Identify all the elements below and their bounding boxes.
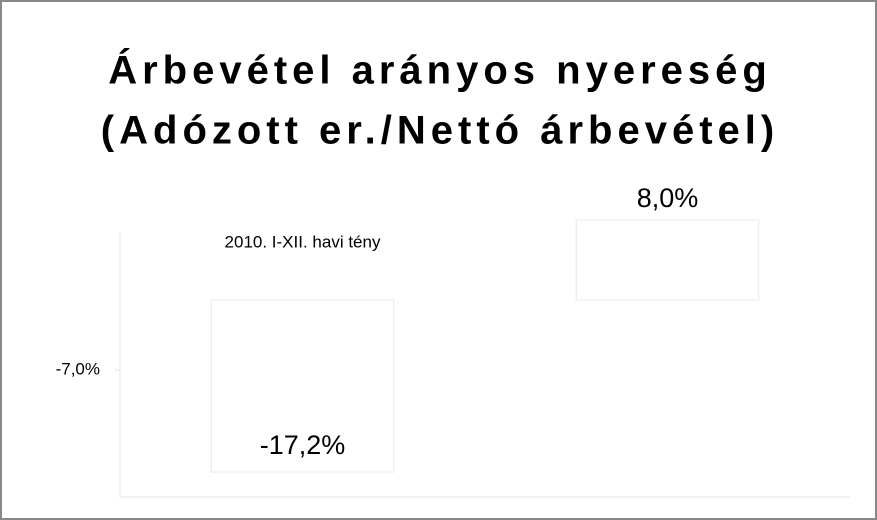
bar (575, 219, 760, 301)
chart-title: Árbevétel arányos nyereség (108, 48, 772, 93)
bar (210, 299, 395, 473)
chart-subtitle: (Adózott er./Nettó árbevétel) (101, 109, 779, 153)
data-label: 8,0% (637, 183, 699, 213)
data-label: -17,2% (260, 430, 346, 460)
x-tick-label: 2010. I-XII. havi tény (225, 232, 381, 251)
y-tick-label: -7,0% (56, 359, 100, 378)
